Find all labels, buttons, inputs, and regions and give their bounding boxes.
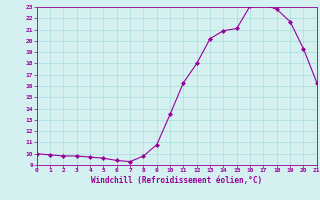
X-axis label: Windchill (Refroidissement éolien,°C): Windchill (Refroidissement éolien,°C) (91, 176, 262, 185)
